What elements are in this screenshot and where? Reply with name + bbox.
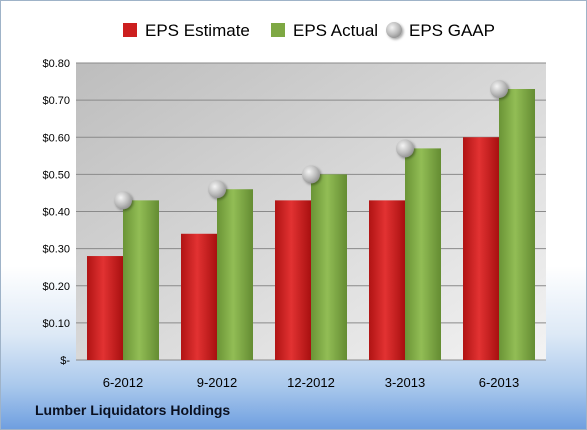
legend-swatch xyxy=(123,23,137,37)
y-tick-label: $0.10 xyxy=(42,318,70,330)
legend-label: EPS Actual xyxy=(293,21,378,40)
eps-gaap-marker xyxy=(208,180,226,199)
x-tick-label: 6-2012 xyxy=(103,375,143,390)
y-tick-label: $0.70 xyxy=(42,95,70,107)
eps-actual-bar xyxy=(405,148,441,360)
eps-gaap-marker xyxy=(490,79,508,98)
y-tick-label: $0.20 xyxy=(42,281,70,293)
gaap-markers xyxy=(114,79,508,210)
eps-estimate-bar xyxy=(181,233,217,360)
eps-gaap-marker xyxy=(302,165,320,184)
y-axis: $- $0.10 $0.20 $0.30 $0.40 $0.50 $0.60 $0.70 $0.… xyxy=(42,58,70,367)
eps-actual-bar xyxy=(123,200,159,360)
eps-gaap-marker xyxy=(396,139,414,158)
eps-actual-bar xyxy=(499,88,535,361)
legend-swatch xyxy=(386,22,402,38)
y-tick-label: $0.80 xyxy=(42,58,70,70)
y-tick-label: $0.30 xyxy=(42,244,70,256)
eps-actual-bar xyxy=(311,174,347,360)
x-tick-label: 9-2012 xyxy=(197,375,237,390)
x-tick-label: 3-2013 xyxy=(385,375,425,390)
y-tick-label: $0.40 xyxy=(42,207,70,219)
x-tick-label: 12-2012 xyxy=(287,375,335,390)
y-tick-label: $- xyxy=(60,355,70,367)
eps-estimate-bar xyxy=(275,200,311,360)
eps-estimate-bar xyxy=(463,137,499,360)
eps-estimate-bar xyxy=(369,200,405,360)
legend-swatch xyxy=(271,23,285,37)
eps-estimate-bar xyxy=(87,256,123,360)
legend-label: EPS Estimate xyxy=(145,21,250,40)
company-name: Lumber Liquidators Holdings xyxy=(35,402,231,418)
eps-gaap-marker xyxy=(114,191,132,210)
y-tick-label: $0.60 xyxy=(42,132,70,144)
x-axis: 6-2012 9-2012 12-2012 3-2013 6-2013 xyxy=(103,375,519,390)
legend: EPS Estimate EPS Actual EPS GAAP xyxy=(123,21,495,40)
x-tick-label: 6-2013 xyxy=(479,375,519,390)
bars xyxy=(87,88,535,361)
eps-actual-bar xyxy=(217,189,253,360)
legend-label: EPS GAAP xyxy=(409,21,495,40)
y-tick-label: $0.50 xyxy=(42,169,70,181)
